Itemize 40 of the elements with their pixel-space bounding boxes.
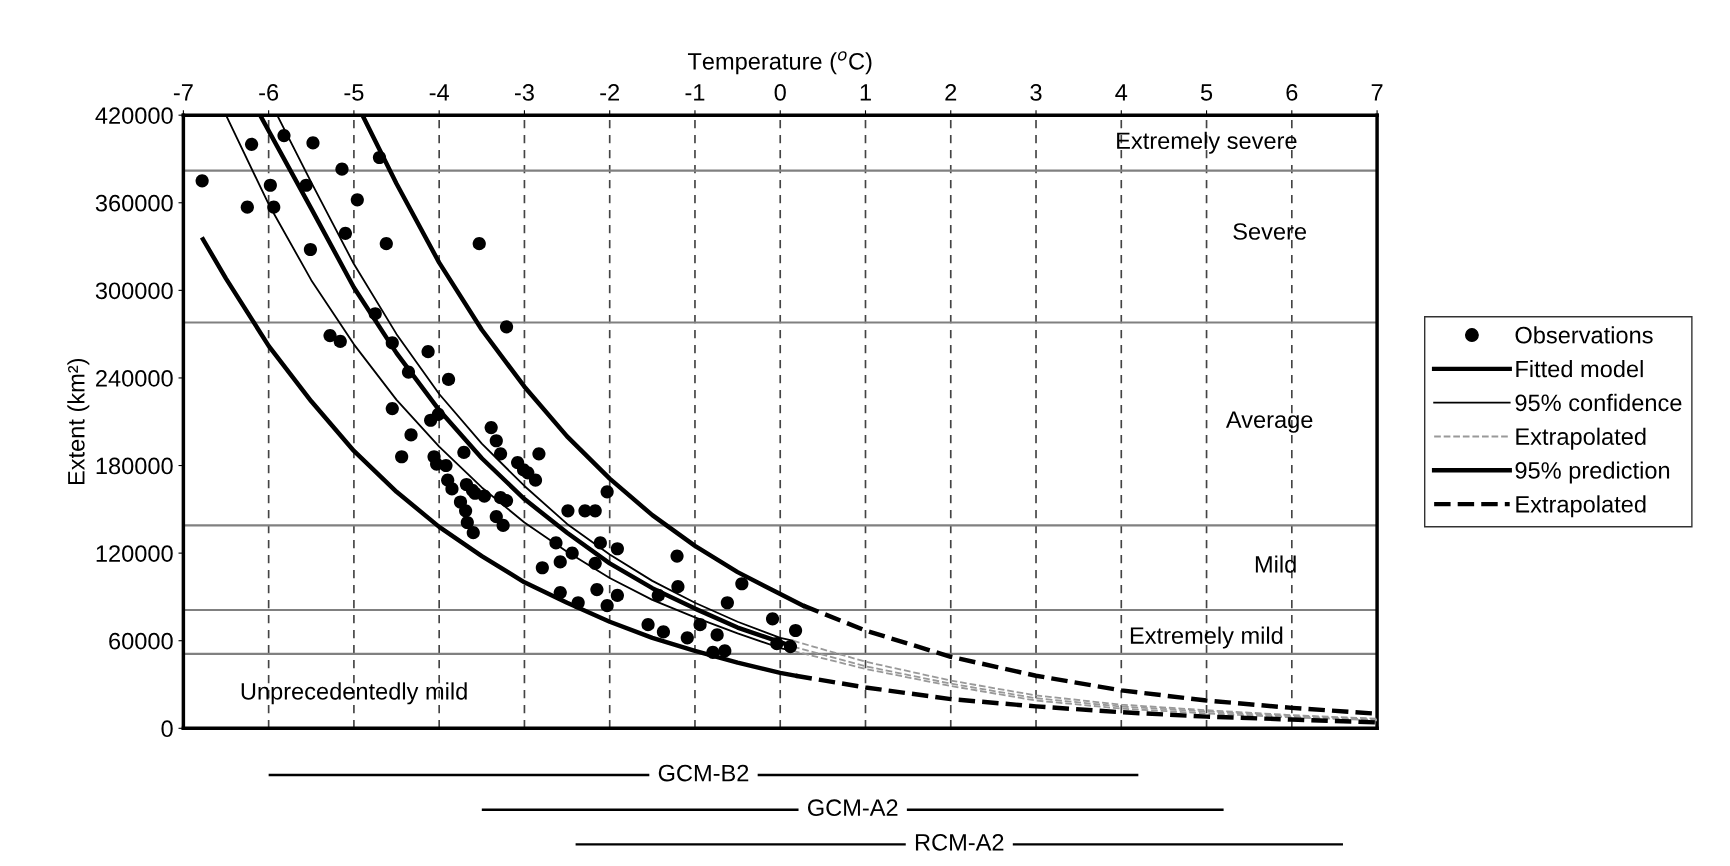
x-tick-label: 7 — [1371, 84, 1383, 101]
x-tick-label: -1 — [685, 84, 705, 101]
annotation: Mild — [1255, 555, 1296, 573]
x-tick-label: -4 — [429, 84, 449, 101]
x-tick-label: 6 — [1286, 84, 1298, 101]
y-tick-label: GCM-A2 — [807, 799, 898, 817]
annotation: Extremely mild — [1130, 626, 1283, 649]
y-tick-label: 300000 — [95, 282, 173, 300]
y-tick-label: 420000 — [95, 107, 173, 124]
annotation: Average — [1225, 411, 1313, 433]
x-tick-label: 4 — [1115, 84, 1128, 101]
legend-label: 95% confidence — [1515, 393, 1682, 412]
legend-label: Fitted model — [1516, 360, 1643, 378]
y-tick-label: 180000 — [96, 457, 173, 475]
y-tick-label: RCM-A2 — [915, 833, 1004, 851]
x-tick-label: 3 — [1030, 84, 1042, 101]
annotation: Severe — [1233, 223, 1307, 240]
x-axis-title: Temperature ($^{o}$C) — [687, 51, 872, 75]
annotation: Unprecedentedly mild — [241, 682, 467, 705]
y-tick-label: 360000 — [95, 194, 173, 212]
x-tick-label: 0 — [774, 84, 786, 101]
legend-label: Observations — [1515, 326, 1653, 344]
y-tick-label: 240000 — [96, 370, 173, 387]
x-tick-label: 2 — [945, 84, 957, 101]
y-tick-label: 60000 — [109, 632, 173, 650]
legend-label: Extrapolated — [1516, 427, 1646, 450]
y-tick-label: 0 — [161, 720, 173, 738]
y-tick-label: 120000 — [96, 545, 173, 562]
x-tick-label: -2 — [600, 84, 620, 101]
x-tick-label: 5 — [1200, 84, 1213, 101]
x-tick-label: -7 — [173, 84, 193, 101]
y-axis-title: Extent (km²) — [67, 358, 90, 485]
y-tick-label: GCM-B2 — [658, 764, 749, 782]
legend-label: 95% prediction — [1515, 461, 1670, 484]
legend-label: Extrapolated — [1516, 495, 1646, 518]
x-tick-label: -5 — [344, 84, 364, 101]
x-tick-label: 1 — [860, 84, 871, 101]
annotation: Extremely severe — [1117, 131, 1297, 154]
x-tick-label: -6 — [259, 84, 279, 101]
x-tick-label: -3 — [514, 84, 534, 101]
